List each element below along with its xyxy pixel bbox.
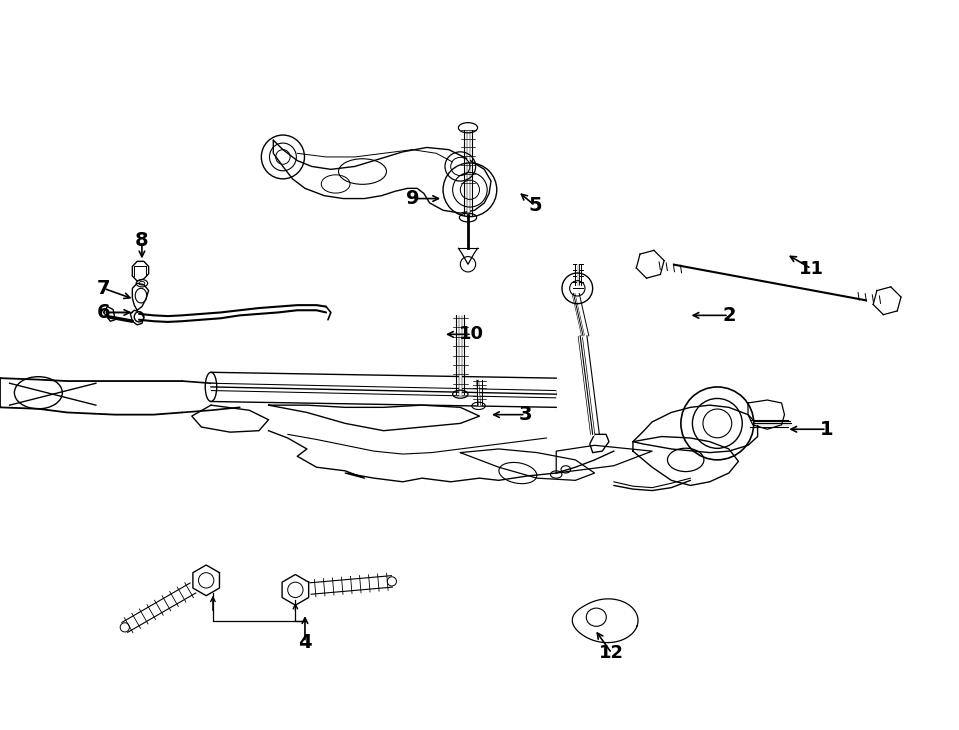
Circle shape (387, 577, 396, 586)
Text: 10: 10 (459, 326, 484, 343)
Text: 2: 2 (722, 306, 736, 325)
Circle shape (120, 623, 129, 632)
Text: 1: 1 (820, 420, 833, 439)
Text: 9: 9 (406, 189, 419, 208)
Text: 7: 7 (97, 279, 110, 298)
Text: 12: 12 (599, 645, 624, 662)
Text: 5: 5 (528, 196, 542, 215)
Text: 11: 11 (799, 260, 824, 277)
Text: 4: 4 (298, 633, 312, 652)
Text: 6: 6 (97, 303, 110, 322)
Text: 8: 8 (135, 231, 149, 250)
Text: 3: 3 (519, 405, 532, 424)
